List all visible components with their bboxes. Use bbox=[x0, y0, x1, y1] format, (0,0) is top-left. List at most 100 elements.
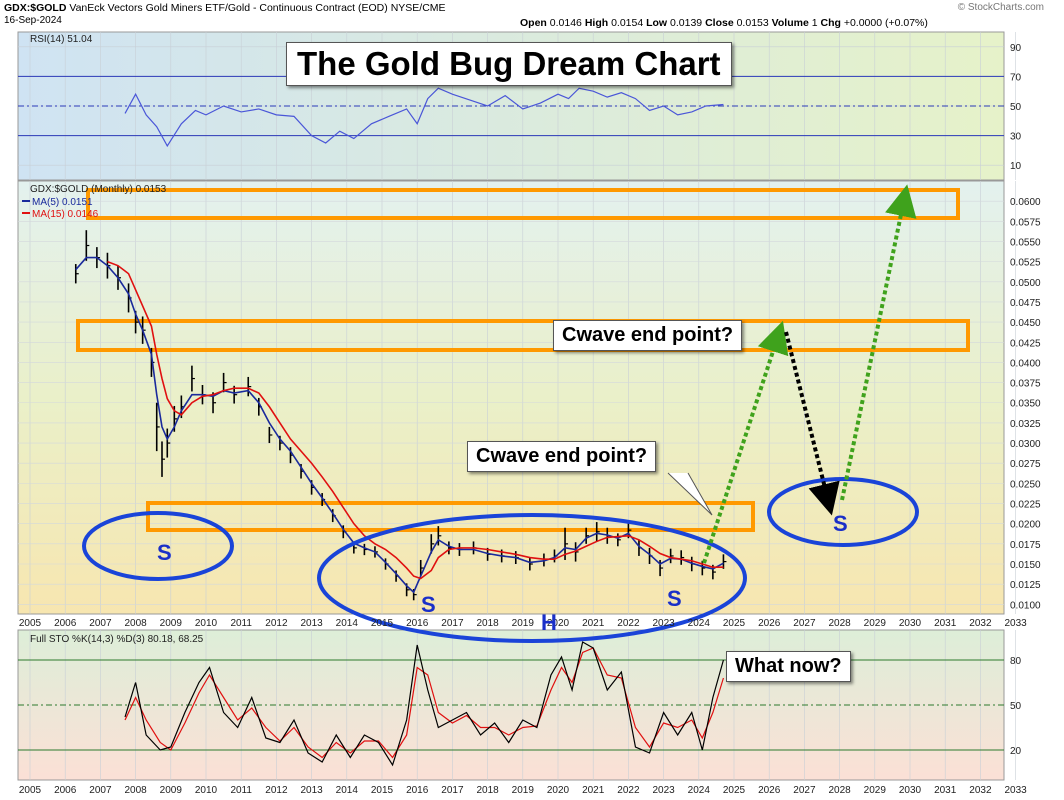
x-tick-label-sto: 2011 bbox=[230, 785, 252, 796]
label-head: H bbox=[541, 610, 557, 635]
symbol: GDX:$GOLD bbox=[4, 2, 67, 14]
price-y-tick-label: 0.0200 bbox=[1010, 520, 1041, 531]
x-tick-label-sto: 2008 bbox=[124, 785, 147, 796]
rsi-legend: RSI(14) 51.04 bbox=[30, 34, 93, 45]
x-tick-label-sto: 2032 bbox=[969, 785, 992, 796]
sto-y-tick-label: 80 bbox=[1010, 656, 1022, 667]
price-y-tick-label: 0.0600 bbox=[1010, 197, 1041, 208]
price-y-tick-label: 0.0550 bbox=[1010, 237, 1041, 248]
price-grid bbox=[18, 181, 1016, 614]
price-y-tick-label: 0.0325 bbox=[1010, 419, 1041, 430]
x-tick-label-price: 2031 bbox=[934, 618, 957, 629]
x-tick-label-price: 2006 bbox=[54, 618, 77, 629]
x-tick-label-sto: 2007 bbox=[89, 785, 112, 796]
x-tick-label-sto: 2027 bbox=[793, 785, 816, 796]
sto-series bbox=[124, 641, 725, 767]
x-tick-label-price: 2015 bbox=[371, 618, 394, 629]
price-y-tick-label: 0.0450 bbox=[1010, 318, 1041, 329]
x-tick-label-price: 2032 bbox=[969, 618, 992, 629]
ma15-legend: MA(15) 0.0146 bbox=[32, 209, 99, 220]
label-left-shoulder: S bbox=[157, 540, 172, 565]
arrow-green-up-1 bbox=[702, 320, 789, 564]
x-tick-label-sto: 2019 bbox=[512, 785, 535, 796]
price-series bbox=[74, 230, 727, 601]
price-y-tick-label: 0.0375 bbox=[1010, 379, 1041, 390]
x-tick-label-price: 2013 bbox=[300, 618, 323, 629]
price-y-tick-label: 0.0525 bbox=[1010, 258, 1041, 269]
annotation-what-now: What now? bbox=[726, 651, 851, 682]
arrow-black-down bbox=[784, 331, 840, 516]
sto-legend: Full STO %K(14,3) %D(3) 80.18, 68.25 bbox=[30, 634, 204, 645]
x-tick-label-sto: 2014 bbox=[336, 785, 359, 796]
x-tick-label-price: 2009 bbox=[160, 618, 183, 629]
rsi-y-tick-label: 10 bbox=[1010, 161, 1022, 172]
x-tick-label-price: 2029 bbox=[864, 618, 887, 629]
rsi-line bbox=[124, 87, 724, 148]
price-y-tick-label: 0.0350 bbox=[1010, 399, 1041, 410]
description: VanEck Vectors Gold Miners ETF/Gold - Co… bbox=[69, 2, 388, 14]
x-tick-label-sto: 2006 bbox=[54, 785, 77, 796]
ellipse-head-shoulders bbox=[317, 513, 747, 643]
x-tick-label-sto: 2029 bbox=[864, 785, 887, 796]
x-tick-label-price: 2007 bbox=[89, 618, 112, 629]
ellipse-left-shoulder bbox=[82, 511, 234, 581]
price-y-tick-label: 0.0275 bbox=[1010, 459, 1041, 470]
price-legend: GDX:$GOLD (Monthly) 0.0153 bbox=[30, 184, 167, 195]
x-tick-label-sto: 2033 bbox=[1004, 785, 1027, 796]
x-tick-label-sto: 2009 bbox=[160, 785, 183, 796]
price-y-tick-label: 0.0575 bbox=[1010, 217, 1041, 228]
x-tick-label-sto: 2020 bbox=[547, 785, 570, 796]
price-y-tick-label: 0.0175 bbox=[1010, 540, 1041, 551]
x-tick-label-sto: 2026 bbox=[758, 785, 781, 796]
x-tick-label-sto: 2022 bbox=[617, 785, 640, 796]
x-tick-label-price: 2028 bbox=[828, 618, 851, 629]
x-tick-label-sto: 2021 bbox=[582, 785, 605, 796]
zone-box-middle bbox=[76, 319, 970, 352]
x-tick-label-price: 2019 bbox=[512, 618, 535, 629]
rsi-y-tick-label: 50 bbox=[1010, 102, 1022, 113]
x-tick-label-price: 2010 bbox=[195, 618, 218, 629]
x-tick-label-price: 2011 bbox=[230, 618, 252, 629]
price-y-tick-label: 0.0500 bbox=[1010, 278, 1041, 289]
arrow-green-up-2 bbox=[840, 184, 917, 501]
x-tick-label-sto: 2005 bbox=[19, 785, 42, 796]
legends: RSI(14) 51.04 GDX:$GOLD (Monthly) 0.0153 M… bbox=[22, 34, 204, 645]
sto-y-tick-label: 20 bbox=[1010, 746, 1022, 757]
callout-pointer bbox=[667, 472, 713, 516]
x-tick-label-price: 2016 bbox=[406, 618, 429, 629]
chart-date: 16-Sep-2024 bbox=[4, 15, 62, 26]
x-tick-label-price: 2017 bbox=[441, 618, 464, 629]
sto-k-line bbox=[124, 641, 725, 767]
ma5-legend: MA(5) 0.0151 bbox=[32, 197, 93, 208]
sto-y-tick-label: 50 bbox=[1010, 701, 1022, 712]
x-tick-label-sto: 2013 bbox=[300, 785, 323, 796]
rsi-y-tick-label: 90 bbox=[1010, 43, 1022, 54]
x-tick-label-sto: 2025 bbox=[723, 785, 746, 796]
zone-box-top bbox=[86, 188, 960, 220]
zone-box-bottom bbox=[146, 501, 755, 532]
x-tick-label-price: 2026 bbox=[758, 618, 781, 629]
x-tick-label-sto: 2012 bbox=[265, 785, 288, 796]
x-tick-label-price: 2012 bbox=[265, 618, 288, 629]
price-y-tick-label: 0.0425 bbox=[1010, 338, 1041, 349]
x-tick-label-price: 2025 bbox=[723, 618, 746, 629]
x-tick-label-price: 2008 bbox=[124, 618, 147, 629]
axis-labels: 2005 2005 2006 2006 2007 2007 2008 2008 2009 2009… bbox=[19, 43, 1041, 796]
price-y-tick-label: 0.0125 bbox=[1010, 580, 1041, 591]
price-y-tick-label: 0.0150 bbox=[1010, 560, 1041, 571]
x-tick-label-price: 2022 bbox=[617, 618, 640, 629]
rsi-y-tick-label: 30 bbox=[1010, 132, 1022, 143]
annotation-title: The Gold Bug Dream Chart bbox=[286, 42, 732, 86]
x-tick-label-price: 2018 bbox=[476, 618, 499, 629]
x-tick-label-sto: 2018 bbox=[476, 785, 499, 796]
label-shoulder-2016: S bbox=[421, 592, 436, 617]
x-tick-label-price: 2024 bbox=[688, 618, 711, 629]
price-y-tick-label: 0.0225 bbox=[1010, 500, 1041, 511]
x-tick-label-price: 2033 bbox=[1004, 618, 1027, 629]
price-y-tick-label: 0.0300 bbox=[1010, 439, 1041, 450]
ohlc-readout: Open 0.0146 High 0.0154 Low 0.0139 Close… bbox=[520, 17, 928, 29]
price-y-tick-label: 0.0400 bbox=[1010, 358, 1041, 369]
x-tick-label-price: 2023 bbox=[652, 618, 675, 629]
x-tick-label-sto: 2030 bbox=[899, 785, 922, 796]
